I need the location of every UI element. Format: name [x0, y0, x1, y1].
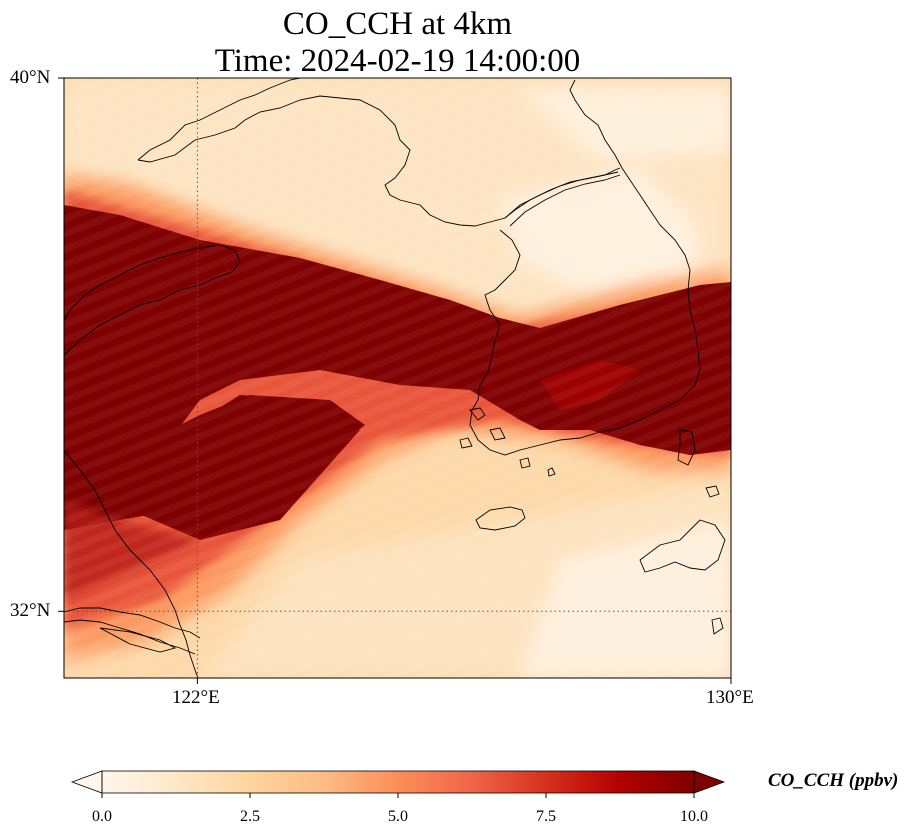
colorbar-tick-label: 7.5	[536, 808, 556, 825]
map-frame	[63, 77, 732, 679]
colorbar-label: CO_CCH (ppbv)	[768, 770, 899, 791]
chart-title-line2: Time: 2024-02-19 14:00:00	[214, 43, 581, 79]
colorbar-min-extend	[70, 770, 103, 794]
colorbar-tick-label: 5.0	[388, 808, 408, 825]
colorbar-max-extend	[693, 770, 726, 794]
colorbar	[70, 770, 726, 798]
axis-ticks	[58, 77, 732, 684]
lat-label-40n: 40°N	[10, 67, 51, 88]
gridlines	[64, 78, 731, 678]
lon-label-130e: 130°E	[706, 687, 754, 708]
coastlines	[64, 78, 726, 678]
chart-title-line1: CO_CCH at 4km	[282, 6, 513, 42]
colorbar-tick-label: 10.0	[680, 808, 708, 825]
lat-label-32n: 32°N	[10, 600, 51, 621]
colorbar-tick-label: 0.0	[92, 808, 112, 825]
concentration-field	[64, 78, 731, 678]
colorbar-tick-label: 2.5	[240, 808, 260, 825]
lon-label-122e: 122°E	[172, 687, 220, 708]
colorbar-tick-marks	[101, 793, 695, 798]
colorbar-body	[102, 771, 694, 793]
